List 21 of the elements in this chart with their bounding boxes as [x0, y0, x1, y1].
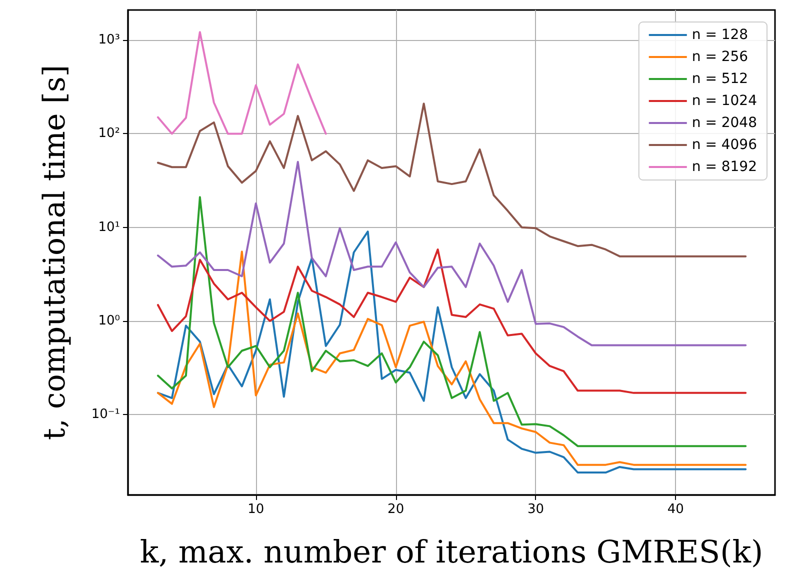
y-tick-label: 10⁰	[98, 313, 120, 328]
legend-label: n = 128	[692, 27, 748, 43]
line-series	[156, 196, 747, 448]
legend-label: n = 512	[692, 71, 748, 87]
line-series	[156, 31, 327, 135]
x-tick-label: 10	[248, 502, 264, 517]
x-tick-label: 20	[388, 502, 404, 517]
y-axis-title: t, computational time [s]	[38, 64, 72, 440]
legend-label: n = 8192	[692, 159, 758, 175]
legend-label: n = 2048	[692, 115, 758, 131]
line-series	[156, 248, 747, 394]
x-tick-label: 40	[667, 502, 684, 517]
y-tick-label: 10³	[98, 32, 120, 48]
x-axis-title: k, max. number of iterations GMRES(k)	[140, 534, 764, 570]
legend-label: n = 1024	[692, 93, 758, 109]
x-tick-label: 30	[527, 502, 544, 517]
legend-label: n = 4096	[692, 137, 758, 153]
legend-label: n = 256	[692, 49, 748, 65]
y-tick-label: 10²	[98, 126, 120, 142]
y-tick-label: 10⁻¹	[91, 407, 120, 422]
y-tick-label: 10¹	[98, 220, 120, 235]
